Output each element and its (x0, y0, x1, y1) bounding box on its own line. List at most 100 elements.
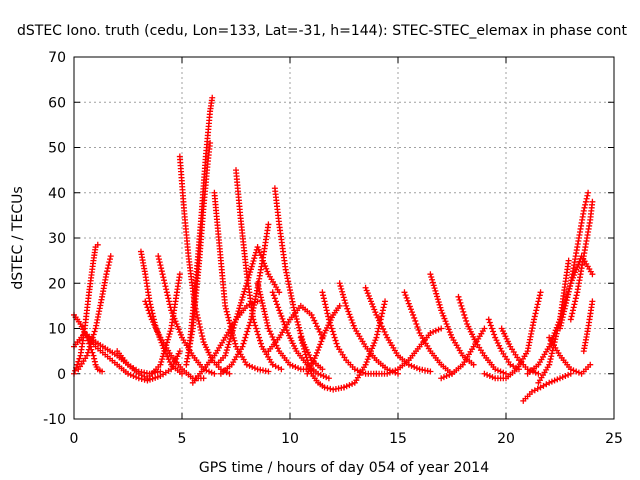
data-point (463, 317, 470, 324)
data-point (147, 313, 154, 320)
data-point (557, 322, 564, 329)
data-point (206, 368, 212, 375)
data-point (485, 316, 492, 323)
data-point (412, 317, 419, 324)
data-point (241, 288, 248, 295)
data-point (427, 330, 434, 337)
data-point (262, 314, 269, 321)
data-point (409, 309, 416, 316)
data-point (569, 310, 576, 317)
data-point (323, 304, 329, 311)
data-point (175, 326, 182, 333)
data-point (327, 322, 334, 329)
data-point (94, 241, 101, 248)
data-point (372, 309, 379, 316)
x-tick-label: 5 (178, 431, 187, 447)
data-point (223, 347, 230, 354)
data-point (562, 373, 569, 380)
data-point (431, 285, 438, 292)
data-point (363, 358, 370, 365)
data-point (405, 300, 412, 307)
x-tick-label: 10 (281, 431, 299, 447)
data-point (266, 328, 273, 335)
data-point (159, 356, 166, 363)
data-points (71, 94, 596, 404)
data-point (72, 367, 79, 374)
data-point (90, 331, 97, 338)
data-point (322, 301, 329, 308)
data-point (363, 287, 370, 294)
data-point (551, 377, 558, 384)
data-point (585, 189, 592, 196)
data-point (77, 320, 84, 327)
data-point (442, 318, 449, 325)
data-point (580, 207, 587, 214)
data-point (249, 260, 256, 267)
data-point (258, 297, 265, 304)
x-tick-label: 15 (389, 431, 407, 447)
data-point (199, 333, 206, 340)
data-point (371, 306, 378, 313)
data-point (196, 320, 203, 327)
data-point (209, 94, 216, 101)
data-point (587, 361, 594, 368)
data-point (438, 307, 445, 314)
data-point (106, 259, 113, 266)
data-point (257, 291, 264, 298)
data-point (166, 331, 173, 338)
x-tick-label: 0 (70, 431, 79, 447)
data-point (386, 369, 393, 376)
data-point (329, 328, 336, 335)
data-point (262, 311, 269, 318)
data-point (324, 310, 331, 317)
data-point (413, 365, 420, 372)
data-point (341, 297, 348, 304)
data-point (428, 273, 435, 280)
data-point (374, 331, 381, 338)
data-point (572, 298, 579, 305)
data-point (222, 302, 229, 309)
y-tick-label: 0 (57, 367, 66, 383)
data-point (413, 320, 420, 327)
data-point (222, 352, 229, 359)
data-point (566, 285, 573, 292)
x-tick-label: 25 (605, 431, 623, 447)
data-point (531, 316, 538, 323)
data-point (263, 265, 270, 272)
data-point (238, 296, 245, 303)
data-point (232, 340, 239, 347)
data-point (232, 319, 239, 326)
data-point (211, 370, 218, 377)
data-point (337, 283, 344, 290)
data-point (243, 302, 250, 309)
data-point (251, 365, 258, 372)
data-point (239, 294, 246, 301)
data-point (490, 328, 497, 335)
data-point (497, 345, 504, 352)
data-point (278, 366, 285, 373)
data-point (223, 349, 230, 356)
data-point (339, 288, 346, 295)
data-point (225, 314, 232, 321)
data-point (368, 298, 374, 305)
data-point (260, 305, 267, 312)
data-point (341, 384, 347, 391)
data-point (226, 317, 233, 324)
data-point (133, 374, 140, 381)
data-point (320, 373, 327, 380)
data-point (233, 316, 239, 323)
data-point (176, 271, 183, 278)
data-point (234, 310, 241, 317)
data-point (562, 302, 569, 309)
data-point (533, 304, 540, 311)
data-point (225, 341, 232, 348)
data-point (438, 325, 445, 332)
data-point (236, 305, 243, 312)
data-point (173, 320, 180, 327)
data-point (169, 310, 176, 317)
data-point (279, 315, 286, 322)
data-point (401, 289, 408, 296)
data-point (378, 313, 385, 320)
data-point (228, 330, 235, 337)
data-point (315, 346, 322, 353)
